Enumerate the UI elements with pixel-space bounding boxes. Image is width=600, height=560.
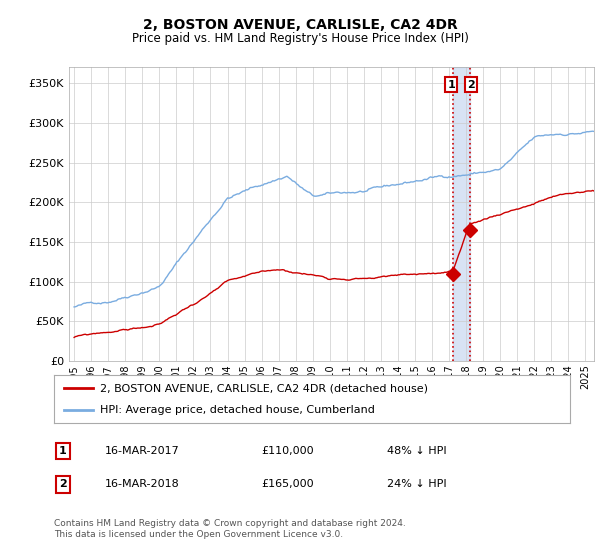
Text: HPI: Average price, detached house, Cumberland: HPI: Average price, detached house, Cumb… <box>100 405 376 415</box>
Text: 1: 1 <box>59 446 67 456</box>
Text: 2, BOSTON AVENUE, CARLISLE, CA2 4DR: 2, BOSTON AVENUE, CARLISLE, CA2 4DR <box>143 18 457 32</box>
Text: Contains HM Land Registry data © Crown copyright and database right 2024.
This d: Contains HM Land Registry data © Crown c… <box>54 520 406 539</box>
Text: Price paid vs. HM Land Registry's House Price Index (HPI): Price paid vs. HM Land Registry's House … <box>131 31 469 45</box>
Text: 16-MAR-2017: 16-MAR-2017 <box>105 446 180 456</box>
Text: 48% ↓ HPI: 48% ↓ HPI <box>387 446 446 456</box>
Text: 16-MAR-2018: 16-MAR-2018 <box>105 479 180 489</box>
Text: 24% ↓ HPI: 24% ↓ HPI <box>387 479 446 489</box>
Bar <box>452 67 470 361</box>
Text: 2: 2 <box>59 479 67 489</box>
Text: 2: 2 <box>467 80 475 90</box>
Text: £165,000: £165,000 <box>261 479 314 489</box>
Text: 1: 1 <box>448 80 455 90</box>
Text: 2, BOSTON AVENUE, CARLISLE, CA2 4DR (detached house): 2, BOSTON AVENUE, CARLISLE, CA2 4DR (det… <box>100 383 428 393</box>
Text: £110,000: £110,000 <box>261 446 314 456</box>
